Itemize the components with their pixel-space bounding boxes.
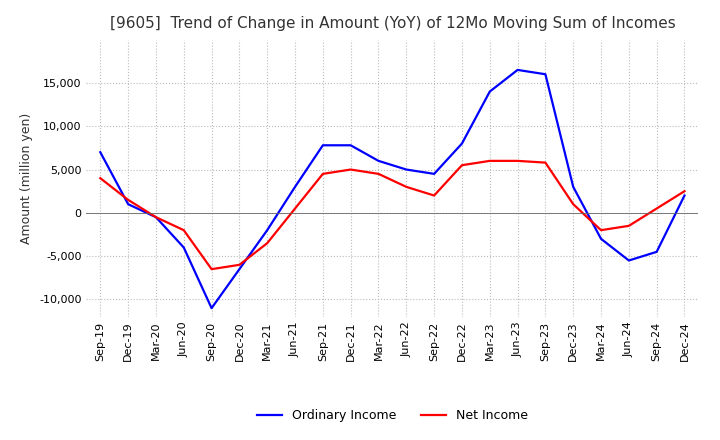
Net Income xyxy=(430,193,438,198)
Line: Ordinary Income: Ordinary Income xyxy=(100,70,685,308)
Legend: Ordinary Income, Net Income: Ordinary Income, Net Income xyxy=(252,404,533,427)
Ordinary Income xyxy=(402,167,410,172)
Ordinary Income xyxy=(207,305,216,311)
Ordinary Income xyxy=(430,171,438,176)
Ordinary Income xyxy=(458,141,467,146)
Net Income xyxy=(624,223,633,228)
Ordinary Income xyxy=(179,245,188,250)
Net Income xyxy=(235,262,243,268)
Ordinary Income xyxy=(374,158,383,164)
Ordinary Income xyxy=(152,215,161,220)
Net Income xyxy=(291,206,300,211)
Ordinary Income xyxy=(124,202,132,207)
Ordinary Income xyxy=(96,150,104,155)
Net Income xyxy=(346,167,355,172)
Net Income xyxy=(207,267,216,272)
Ordinary Income xyxy=(235,267,243,272)
Net Income xyxy=(541,160,550,165)
Net Income xyxy=(96,176,104,181)
Ordinary Income xyxy=(263,227,271,233)
Ordinary Income xyxy=(569,184,577,190)
Ordinary Income xyxy=(541,72,550,77)
Ordinary Income xyxy=(485,89,494,94)
Line: Net Income: Net Income xyxy=(100,161,685,269)
Net Income xyxy=(318,171,327,176)
Net Income xyxy=(402,184,410,190)
Ordinary Income xyxy=(291,184,300,190)
Net Income xyxy=(152,215,161,220)
Net Income xyxy=(179,227,188,233)
Ordinary Income xyxy=(513,67,522,73)
Net Income xyxy=(124,197,132,202)
Net Income xyxy=(597,227,606,233)
Net Income xyxy=(485,158,494,164)
Ordinary Income xyxy=(680,193,689,198)
Net Income xyxy=(569,202,577,207)
Ordinary Income xyxy=(318,143,327,148)
Ordinary Income xyxy=(624,258,633,263)
Ordinary Income xyxy=(346,143,355,148)
Y-axis label: Amount (million yen): Amount (million yen) xyxy=(20,113,34,244)
Title: [9605]  Trend of Change in Amount (YoY) of 12Mo Moving Sum of Incomes: [9605] Trend of Change in Amount (YoY) o… xyxy=(109,16,675,32)
Net Income xyxy=(263,241,271,246)
Ordinary Income xyxy=(652,249,661,254)
Net Income xyxy=(652,206,661,211)
Net Income xyxy=(458,162,467,168)
Ordinary Income xyxy=(597,236,606,242)
Net Income xyxy=(680,189,689,194)
Net Income xyxy=(374,171,383,176)
Net Income xyxy=(513,158,522,164)
